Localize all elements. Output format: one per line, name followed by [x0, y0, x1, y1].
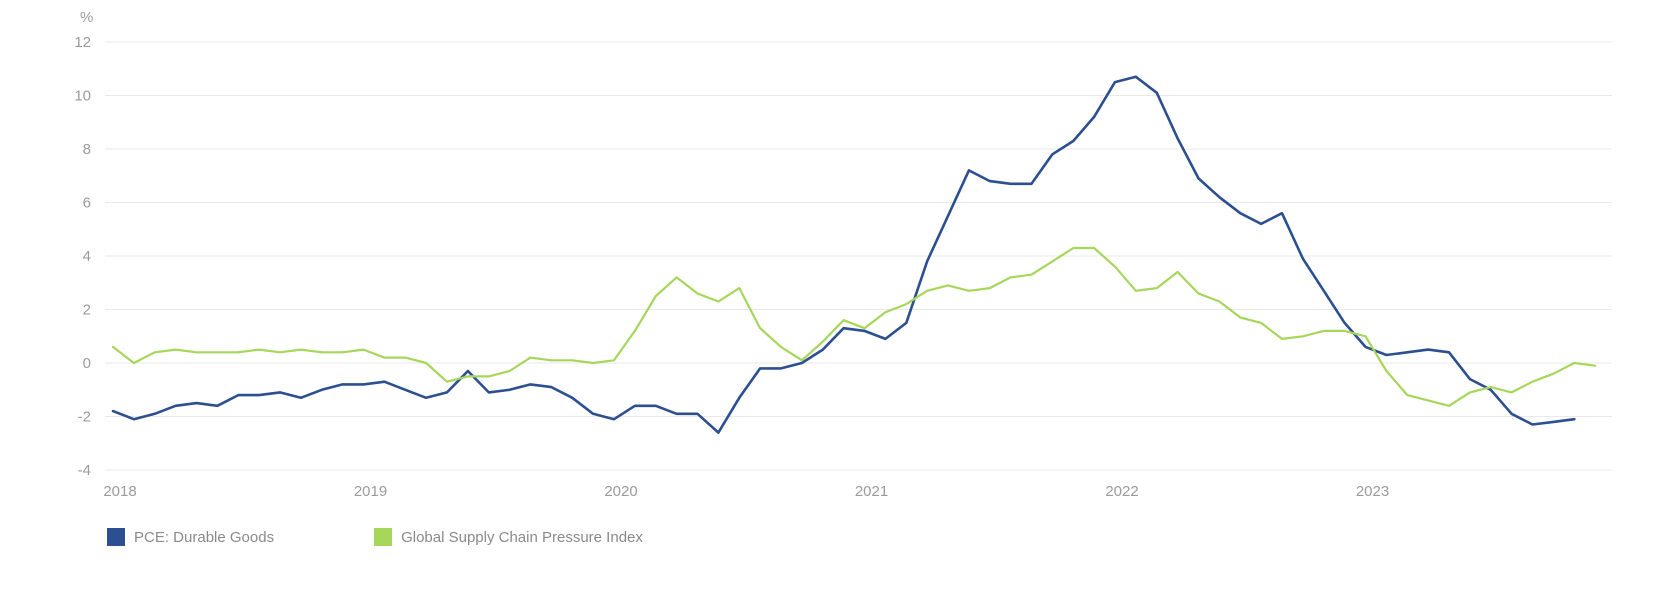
legend-item-global-supply-chain-pressure-index: Global Supply Chain Pressure Index — [374, 528, 643, 546]
x-tick-label: 2020 — [604, 483, 637, 500]
legend-label-pce-durable-goods: PCE: Durable Goods — [134, 528, 275, 546]
y-tick-label: 2 — [83, 302, 91, 319]
x-axis-ticks: 2018 2019 2020 2021 2022 2023 — [103, 483, 1389, 500]
legend-item-pce-durable-goods: PCE: Durable Goods — [107, 528, 274, 546]
y-tick-label: 10 — [74, 88, 91, 105]
x-tick-label: 2021 — [855, 483, 888, 500]
series-lines — [111, 75, 1597, 434]
y-axis-unit-label: % — [80, 9, 93, 26]
y-tick-label: 12 — [74, 34, 91, 51]
y-axis-ticks: 12 10 8 6 4 2 0 -2 -4 — [74, 34, 91, 479]
y-tick-label: -4 — [78, 462, 91, 479]
x-tick-label: 2018 — [103, 483, 136, 500]
x-tick-label: 2023 — [1356, 483, 1389, 500]
y-tick-label: 6 — [83, 195, 91, 212]
series-line-global-supply-chain-pressure-index — [111, 246, 1597, 407]
y-tick-label: 0 — [83, 355, 91, 372]
legend-swatch-global-supply-chain-pressure-index — [374, 528, 393, 546]
grid-lines — [105, 41, 1612, 471]
legend-swatch-pce-durable-goods — [107, 528, 125, 546]
series-line-pce-durable-goods — [111, 75, 1576, 434]
y-tick-label: -2 — [78, 409, 91, 426]
line-chart: % 12 10 8 6 4 2 0 -2 -4 2018 2019 2020 2021 2022 2023 — [74, 9, 1612, 500]
y-tick-label: 4 — [83, 248, 91, 265]
x-tick-label: 2019 — [354, 483, 387, 500]
legend: PCE: Durable Goods Global Supply Chain P… — [107, 528, 643, 546]
x-tick-label: 2022 — [1105, 483, 1138, 500]
y-tick-label: 8 — [83, 141, 91, 158]
legend-label-global-supply-chain-pressure-index: Global Supply Chain Pressure Index — [401, 528, 643, 546]
